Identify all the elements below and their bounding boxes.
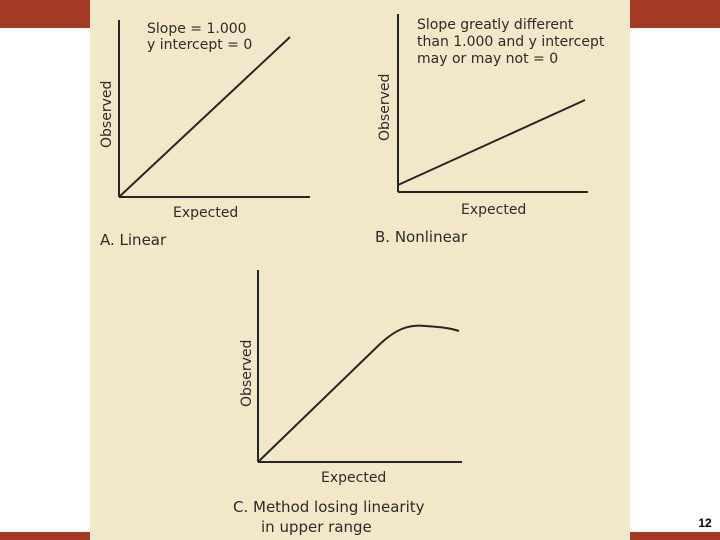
panel-b: Slope greatly different than 1.000 and y… (375, 14, 605, 246)
panel-b-x-label: Expected (461, 202, 526, 218)
figure-svg: Slope = 1.000 y intercept = 0 Observed E… (90, 0, 630, 540)
scanned-figure: Slope = 1.000 y intercept = 0 Observed E… (90, 0, 630, 540)
panel-b-note-line-3: may or may not = 0 (417, 51, 558, 67)
panel-a-x-label: Expected (173, 205, 238, 221)
panel-a-note-line-1: Slope = 1.000 (147, 21, 247, 37)
panel-b-y-label: Observed (377, 74, 393, 141)
panel-c-y-label: Observed (239, 340, 255, 407)
panel-c-curve (257, 324, 460, 463)
panel-a-line (118, 36, 291, 198)
panel-b-note-line-2: than 1.000 and y intercept (417, 34, 605, 50)
panel-a-caption: A. Linear (100, 231, 167, 249)
panel-c-caption-line-2: in upper range (261, 518, 372, 536)
panel-c: Observed Expected C. Method losing linea… (233, 270, 462, 536)
panel-c-caption-line-1: C. Method losing linearity (233, 498, 425, 516)
panel-b-note-line-1: Slope greatly different (417, 17, 574, 33)
panel-b-caption: B. Nonlinear (375, 228, 468, 246)
page-number: 12 (698, 516, 712, 530)
paper-background (90, 0, 630, 540)
panel-c-x-label: Expected (321, 470, 386, 486)
panel-a-note-line-2: y intercept = 0 (147, 37, 252, 53)
panel-a-y-label: Observed (99, 81, 115, 148)
panel-b-line (397, 99, 586, 186)
panel-a: Slope = 1.000 y intercept = 0 Observed E… (99, 20, 310, 249)
